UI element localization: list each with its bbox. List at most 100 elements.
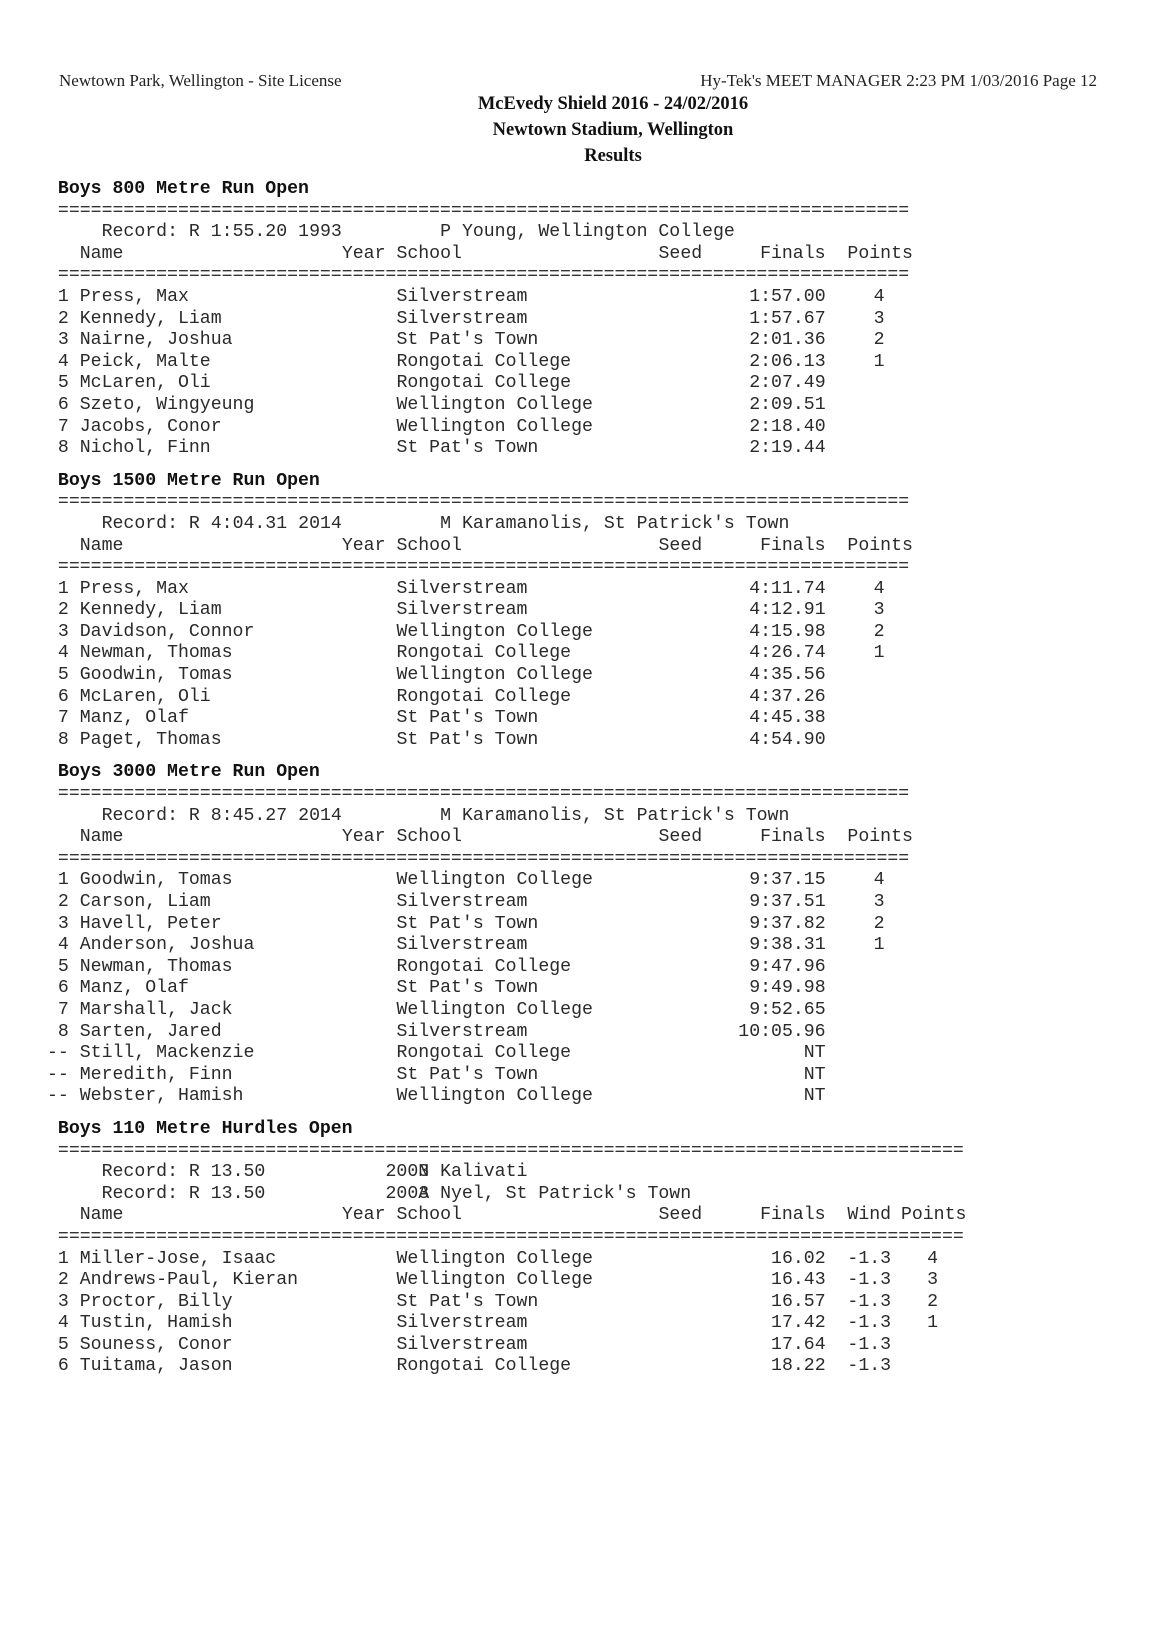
school: St Pat's Town (396, 330, 539, 351)
result-row: -- Webster, Hamish Wellington College NT (47, 1086, 1147, 1108)
result-row: 2 Kennedy, Liam Silverstream 1:57.67 3 (47, 309, 1147, 331)
school: St Pat's Town (396, 729, 539, 750)
result-row: 4 Peick, Malte Rongotai College 2:06.13 1 (47, 352, 1147, 374)
finals-time: 17.42 (771, 1313, 826, 1334)
col-points: Points (847, 827, 913, 848)
col-points: Points (847, 243, 913, 264)
place: -- (47, 1064, 69, 1085)
athlete-name: Havell, Peter (79, 913, 222, 934)
points: 1 (873, 351, 885, 372)
school: St Pat's Town (396, 978, 539, 999)
result-row: 5 Goodwin, Tomas Wellington College 4:35.56 (47, 665, 1147, 687)
place: 8 (57, 1021, 69, 1042)
place: 3 (57, 621, 69, 642)
col-year: Year (341, 243, 386, 264)
points: 3 (927, 1270, 939, 1291)
school: Rongotai College (396, 686, 572, 707)
record-year: 2014 (298, 805, 342, 826)
record-label: Record: R 13.50 (101, 1162, 266, 1183)
athlete-name: Manz, Olaf (79, 978, 189, 999)
col-seed: Seed (658, 243, 703, 264)
wind: -1.3 (847, 1356, 892, 1377)
points: 2 (873, 330, 885, 351)
place: 1 (57, 286, 69, 307)
school: Silverstream (396, 600, 528, 621)
athlete-name: Peick, Malte (79, 351, 211, 372)
finals-time: NT (803, 1043, 826, 1064)
result-row: 1 Miller-Jose, Isaac Wellington College 16.… (47, 1249, 1147, 1271)
school: Rongotai College (396, 373, 572, 394)
result-row: 3 Havell, Peter St Pat's Town 9:37.82 2 (47, 914, 1147, 936)
result-row: 5 Newman, Thomas Rongotai College 9:47.96 (47, 957, 1147, 979)
school: Wellington College (396, 1248, 593, 1269)
result-row: 1 Press, Max Silverstream 4:11.74 4 (47, 579, 1147, 601)
school: St Pat's Town (396, 1291, 539, 1312)
column-header: Name Year School Seed Finals Points (47, 244, 1147, 266)
place: 1 (57, 578, 69, 599)
athlete-name: Marshall, Jack (79, 999, 233, 1020)
finals-time: 16.02 (771, 1248, 826, 1269)
result-row: 5 McLaren, Oli Rongotai College 2:07.49 (47, 373, 1147, 395)
record-year: 2003 (385, 1162, 430, 1183)
separator-rule: ========================================… (47, 1141, 1147, 1163)
finals-time: NT (803, 1064, 826, 1085)
record-line: Record: R 4:04.31 2014 M Karamanolis, St P… (47, 514, 1147, 536)
col-school: School (396, 243, 462, 264)
col-seed: Seed (658, 1205, 703, 1226)
result-row: 8 Sarten, Jared Silverstream 10:05.96 (47, 1022, 1147, 1044)
site-license: Newtown Park, Wellington - Site License (59, 71, 342, 90)
place: 4 (57, 351, 69, 372)
record-holder: M Karamanolis, St Patrick's Town (440, 805, 790, 826)
record-label: Record: R 13.50 (101, 1183, 266, 1204)
place: 4 (57, 643, 69, 664)
athlete-name: Sarten, Jared (79, 1021, 222, 1042)
results-title: Results (584, 146, 642, 166)
finals-time: 2:09.51 (749, 394, 826, 415)
place: 6 (57, 394, 69, 415)
record-line: Record: R 13.50 2003 N Kalivati (47, 1162, 1147, 1184)
col-name: Name (79, 243, 124, 264)
finals-time: 9:52.65 (749, 999, 826, 1020)
event-title: Boys 110 Metre Hurdles Open (57, 1118, 353, 1139)
athlete-name: Goodwin, Tomas (79, 870, 233, 891)
finals-time: 2:06.13 (749, 351, 826, 372)
event-heading: Boys 800 Metre Run Open (47, 179, 1147, 201)
points: 4 (873, 870, 885, 891)
finals-time: 17.64 (771, 1334, 826, 1355)
result-row: 2 Carson, Liam Silverstream 9:37.51 3 (47, 892, 1147, 914)
col-seed: Seed (658, 827, 703, 848)
separator-rule: ========================================… (57, 200, 910, 221)
school: Wellington College (396, 999, 593, 1020)
separator-rule: ========================================… (57, 848, 910, 869)
place: 6 (57, 1356, 69, 1377)
event-title: Boys 800 Metre Run Open (57, 179, 309, 199)
athlete-name: Webster, Hamish (79, 1086, 244, 1107)
separator-rule: ========================================… (47, 201, 1147, 223)
col-finals: Finals (760, 827, 826, 848)
place: 4 (57, 1313, 69, 1334)
record-holder: M Karamanolis, St Patrick's Town (440, 513, 790, 534)
athlete-name: Tustin, Hamish (79, 1313, 233, 1334)
place: 8 (57, 729, 69, 750)
finals-time: 9:47.96 (749, 956, 826, 977)
event-section: Boys 3000 Metre Run Open ================… (47, 762, 1147, 1108)
school: Rongotai College (396, 1356, 572, 1377)
result-row: 6 Manz, Olaf St Pat's Town 9:49.98 (47, 978, 1147, 1000)
place: 4 (57, 935, 69, 956)
separator-rule: ========================================… (57, 784, 910, 805)
result-row: -- Still, Mackenzie Rongotai College NT (47, 1043, 1147, 1065)
athlete-name: Miller-Jose, Isaac (79, 1248, 277, 1269)
column-header: Name Year School Seed Finals Points (47, 536, 1147, 558)
col-finals: Finals (760, 535, 826, 556)
wind: -1.3 (847, 1334, 892, 1355)
place: 2 (57, 1270, 69, 1291)
finals-time: 2:19.44 (749, 438, 826, 459)
col-finals: Finals (760, 243, 826, 264)
school: Wellington College (396, 1270, 593, 1291)
place: 5 (57, 665, 69, 686)
col-year: Year (341, 1205, 386, 1226)
athlete-name: Nichol, Finn (79, 438, 211, 459)
finals-time: 4:37.26 (749, 686, 826, 707)
separator-rule: ========================================… (47, 265, 1147, 287)
finals-time: 1:57.67 (749, 308, 826, 329)
